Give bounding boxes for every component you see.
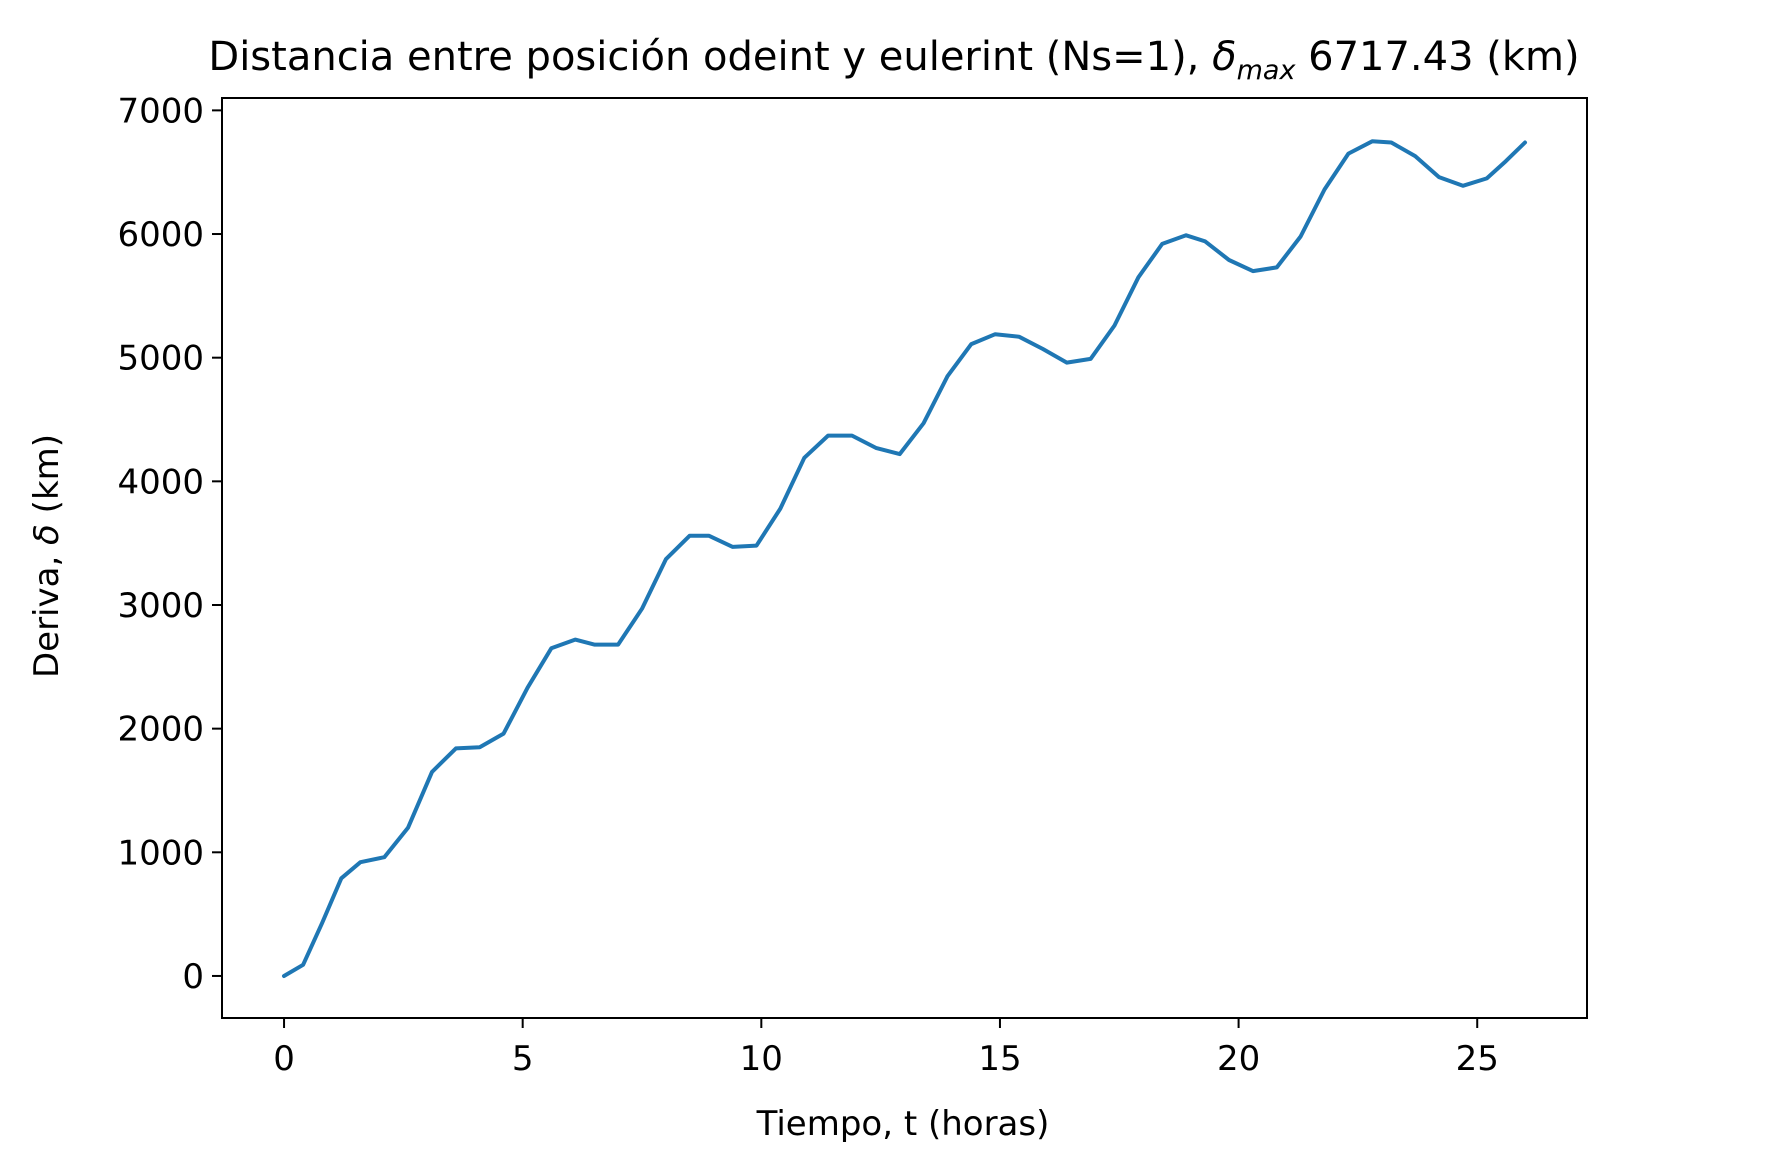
y-axis-label-suffix: (km) [27,434,67,524]
y-axis-label-symbol: δ [27,524,67,545]
y-tick-label: 7000 [117,91,204,131]
x-tick-label: 0 [273,1039,295,1079]
x-axis-label: Tiempo, t (horas) [756,1104,1050,1144]
tick-labels: 0 5 10 15 20 25 0 1000 2000 3000 4000 5000 6000 7000 [117,91,1498,1079]
y-tick-label: 5000 [117,339,204,379]
y-tick-label: 0 [182,957,204,997]
y-axis-label-prefix: Deriva, [27,545,67,678]
x-tick-label: 15 [978,1039,1021,1079]
y-tick-label: 4000 [117,462,204,502]
y-tick-label: 1000 [117,833,204,873]
chart-title: Distancia entre posición odeint y euleri… [208,34,1579,86]
chart-title-suffix: 6717.43 (km) [1295,34,1579,80]
y-tick-label: 3000 [117,586,204,626]
x-tick-label: 20 [1217,1039,1260,1079]
chart-title-subscript: max [1237,55,1297,86]
plot-frame [221,97,1588,1019]
y-tick-label: 2000 [117,710,204,750]
chart-title-prefix: Distancia entre posición odeint y euleri… [208,34,1212,80]
x-tick-label: 10 [740,1039,783,1079]
axes [212,97,1588,1028]
series-line-0 [282,139,1527,978]
y-axis-label: Deriva, δ (km) [27,434,67,678]
x-tick-label: 5 [512,1039,534,1079]
chart-title-symbol: δ [1212,34,1236,80]
y-tick-label: 6000 [117,215,204,255]
x-tick-label: 25 [1456,1039,1499,1079]
plot-area [282,139,1527,978]
